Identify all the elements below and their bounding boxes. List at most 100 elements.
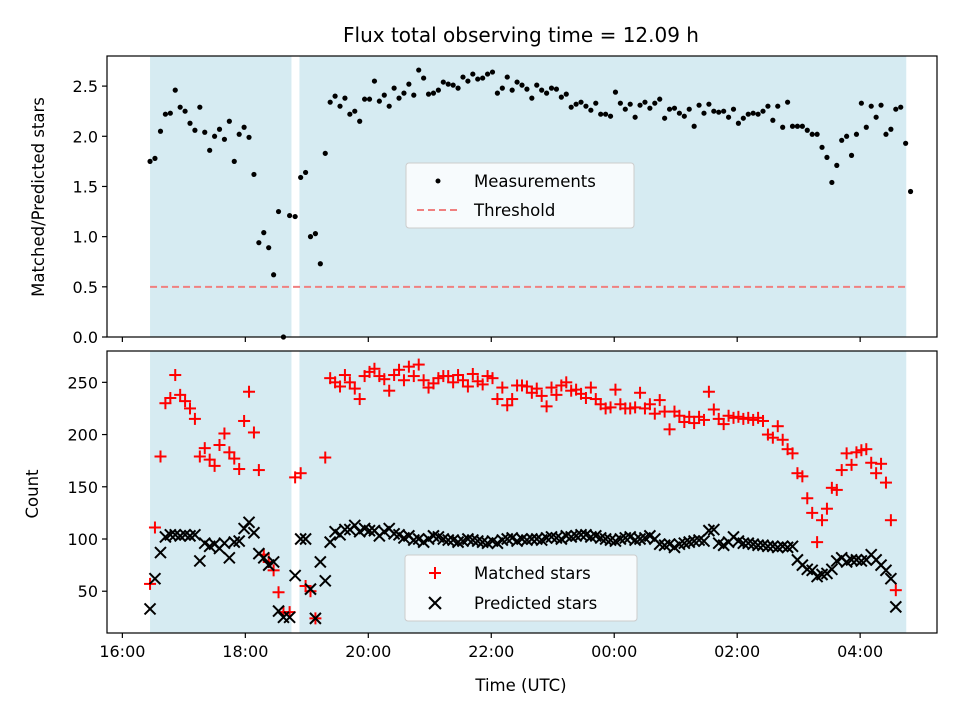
- measurement-point: [794, 123, 801, 129]
- top-legend-box: [405, 162, 635, 229]
- top-legend: Measurements Threshold: [405, 162, 635, 229]
- measurement-point: [499, 85, 505, 91]
- matched-stars-point: [154, 450, 167, 463]
- matched-stars-point: [845, 458, 858, 471]
- measurement-point: [271, 272, 277, 278]
- matched-stars-point: [884, 514, 897, 527]
- measurement-point: [157, 128, 164, 134]
- matched-stars-point: [579, 392, 592, 404]
- matched-stars-point: [223, 446, 236, 459]
- matched-stars-point: [233, 463, 246, 476]
- matched-stars-point: [865, 456, 878, 469]
- matched-stars-point: [378, 373, 391, 386]
- measurement-point: [888, 126, 894, 132]
- measurement-point: [371, 78, 378, 84]
- measurement-point: [376, 98, 382, 104]
- top-ytick-label: 0.5: [73, 278, 98, 297]
- measurement-point: [460, 74, 466, 80]
- measurement-point: [504, 74, 510, 80]
- measurement-point: [603, 111, 609, 117]
- measurement-point: [563, 91, 569, 97]
- predicted-stars-point: [761, 540, 775, 553]
- measurement-point: [465, 78, 471, 84]
- measurement-point: [312, 231, 319, 237]
- measurement-point: [416, 67, 422, 73]
- matched-stars-point: [545, 381, 558, 394]
- measurement-point: [221, 136, 228, 142]
- matched-stars-point: [348, 382, 361, 395]
- matched-stars-point: [174, 388, 187, 401]
- matched-stars-point: [757, 414, 770, 427]
- matched-stars-point: [501, 399, 514, 412]
- matched-stars-point: [294, 467, 307, 480]
- measurement-point: [593, 100, 599, 106]
- measurement-point: [366, 96, 373, 102]
- measurement-point: [686, 106, 692, 112]
- matched-stars-point: [169, 369, 182, 382]
- matched-stars-point: [179, 395, 192, 408]
- matched-stars-point: [193, 450, 206, 463]
- matched-stars-point: [771, 420, 784, 433]
- predicted-stars-point: [247, 526, 261, 539]
- matched-stars-point: [148, 521, 161, 534]
- matched-stars-point: [535, 389, 548, 402]
- measurement-point: [287, 212, 293, 219]
- measurement-point: [475, 76, 481, 82]
- top-ytick-label: 1.0: [73, 228, 98, 247]
- measurement-point: [642, 99, 648, 105]
- measurement-point: [839, 137, 845, 143]
- matched-stars-point: [213, 439, 226, 451]
- matched-stars-point: [402, 360, 415, 373]
- predicted-stars-point: [267, 555, 280, 569]
- predicted-stars-point: [319, 574, 332, 587]
- predicted-stars-point: [845, 553, 858, 567]
- measurement-point: [246, 134, 252, 140]
- legend-measurements-label: Measurements: [474, 172, 596, 191]
- matched-stars-point: [530, 382, 543, 395]
- measurement-point: [292, 213, 298, 220]
- matched-stars-point: [383, 384, 396, 397]
- measurement-point: [534, 82, 540, 88]
- measurement-point: [848, 152, 855, 158]
- measurement-point: [893, 106, 899, 112]
- measurement-point: [785, 99, 791, 105]
- matched-stars-point: [476, 378, 489, 391]
- legend-matched-label: Matched stars: [474, 564, 591, 583]
- matched-stars-point: [550, 388, 563, 401]
- measurement-point: [883, 131, 889, 137]
- measurement-point: [347, 111, 353, 117]
- measurement-point: [401, 90, 407, 96]
- bottom-legend: Matched stars Predicted stars: [404, 554, 638, 622]
- measurement-point: [755, 111, 761, 117]
- measurement-point: [735, 120, 742, 126]
- measurement-point: [750, 110, 756, 116]
- bottom-xtick-label: 18:00: [222, 642, 268, 661]
- measurement-point: [701, 110, 707, 116]
- predicted-stars-point: [242, 516, 256, 529]
- predicted-stars-point: [288, 569, 302, 582]
- measurement-point: [187, 120, 193, 126]
- measurement-point: [256, 240, 262, 246]
- matched-stars-point: [506, 393, 519, 406]
- measurement-point: [799, 123, 805, 129]
- predicted-stars-point: [751, 539, 765, 552]
- measurement-point: [202, 129, 208, 135]
- legend-matched-marker: [429, 567, 441, 579]
- predicted-stars-point: [283, 611, 296, 624]
- top-ytick-label: 1.5: [73, 177, 98, 196]
- measurement-point: [824, 154, 830, 160]
- measurement-point: [352, 108, 358, 114]
- matched-stars-point: [717, 418, 730, 431]
- measurement-point: [327, 99, 333, 105]
- legend-predicted-label: Predicted stars: [474, 594, 597, 613]
- measurement-point: [332, 93, 338, 99]
- matched-stars-point: [456, 374, 469, 387]
- matched-stars-point: [393, 363, 406, 376]
- matched-stars-point: [835, 464, 848, 477]
- measurement-point: [858, 100, 864, 106]
- measurement-point: [455, 85, 461, 91]
- predicted-stars-point: [707, 523, 721, 536]
- matched-stars-point: [198, 442, 211, 455]
- measurement-point: [804, 127, 810, 133]
- matched-stars-point: [353, 393, 366, 406]
